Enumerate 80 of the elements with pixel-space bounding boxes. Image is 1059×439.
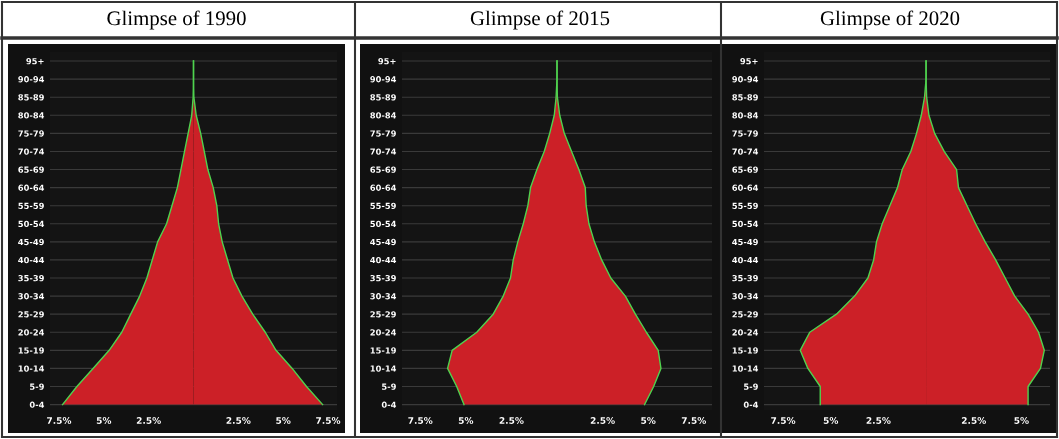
y-tick-label: 0-4: [743, 401, 759, 408]
y-tick-label: 30-34: [370, 293, 397, 300]
y-tick-label: 40-44: [370, 256, 397, 264]
y-tick-label: 55-59: [18, 202, 44, 209]
y-tick-label: 75-79: [18, 130, 44, 137]
chart-title: Glimpse of 2020: [820, 10, 960, 30]
y-tick-label: 5-9: [744, 383, 758, 390]
x-tick-label: 7.5%: [681, 417, 706, 424]
y-tick-label: 35-39: [370, 274, 396, 282]
y-tick-label: 65-69: [370, 166, 396, 173]
chart-title: Glimpse of 1990: [107, 10, 246, 30]
y-tick-label: 75-79: [732, 130, 758, 137]
x-tick-label: 7.5%: [771, 417, 796, 424]
x-tick-label: 5%: [276, 417, 291, 424]
y-tick-label: 65-69: [732, 166, 758, 173]
y-tick-label: 95+: [26, 58, 44, 65]
y-tick-label: 70-74: [732, 148, 759, 155]
x-tick-label: 2.5%: [499, 417, 524, 424]
y-tick-label: 90-94: [18, 76, 45, 83]
y-tick-label: 85-89: [370, 94, 396, 101]
y-tick-label: 10-14: [732, 365, 759, 372]
x-tick-label: 2.5%: [590, 417, 615, 424]
x-tick-label: 2.5%: [226, 417, 251, 424]
y-tick-label: 60-64: [370, 184, 397, 191]
y-tick-label: 50-54: [732, 220, 759, 228]
y-tick-label: 15-19: [18, 347, 44, 354]
x-tick-label: 5%: [458, 417, 474, 424]
y-tick-label: 30-34: [18, 293, 45, 300]
y-tick-label: 45-49: [732, 238, 758, 246]
y-tick-label: 40-44: [732, 256, 759, 264]
y-tick-label: 10-14: [18, 365, 45, 372]
y-tick-label: 15-19: [370, 347, 396, 354]
x-tick-label: 2.5%: [866, 417, 891, 424]
y-tick-label: 25-29: [18, 311, 44, 318]
y-tick-label: 25-29: [732, 311, 758, 318]
y-tick-label: 35-39: [18, 274, 44, 282]
y-tick-label: 50-54: [370, 220, 397, 228]
y-tick-label: 40-44: [18, 256, 45, 264]
y-tick-label: 45-49: [18, 238, 44, 246]
y-tick-label: 80-84: [370, 112, 397, 119]
y-tick-label: 90-94: [370, 76, 397, 83]
y-tick-label: 95+: [378, 58, 396, 65]
y-tick-label: 0-4: [29, 401, 45, 408]
y-tick-label: 20-24: [370, 329, 397, 336]
y-tick-label: 90-94: [732, 76, 759, 83]
chart-title: Glimpse of 2015: [470, 10, 610, 30]
y-tick-label: 50-54: [18, 220, 45, 228]
y-tick-label: 25-29: [370, 311, 396, 318]
y-tick-label: 70-74: [18, 148, 45, 155]
y-tick-label: 35-39: [732, 274, 758, 282]
y-tick-label: 95+: [740, 58, 758, 65]
y-tick-label: 5-9: [382, 383, 396, 390]
y-tick-label: 65-69: [18, 166, 44, 173]
x-tick-label: 5%: [641, 417, 656, 424]
x-tick-label: 2.5%: [136, 417, 161, 424]
y-tick-label: 60-64: [18, 184, 45, 191]
y-tick-label: 70-74: [370, 148, 397, 155]
y-tick-label: 80-84: [732, 112, 759, 119]
x-tick-label: 5%: [96, 417, 112, 424]
y-tick-label: 80-84: [18, 112, 45, 119]
y-tick-label: 30-34: [732, 293, 759, 300]
y-tick-label: 55-59: [732, 202, 758, 209]
y-tick-label: 15-19: [732, 347, 758, 354]
y-tick-label: 45-49: [370, 238, 396, 246]
y-tick-label: 85-89: [732, 94, 758, 101]
y-tick-label: 20-24: [18, 329, 45, 336]
x-tick-label: 5%: [823, 417, 839, 424]
y-tick-label: 0-4: [381, 401, 397, 408]
x-tick-label: 7.5%: [408, 417, 433, 424]
x-tick-label: 5%: [1014, 417, 1029, 424]
y-tick-label: 20-24: [732, 329, 759, 336]
x-tick-label: 7.5%: [47, 417, 72, 424]
y-tick-label: 10-14: [370, 365, 397, 372]
x-tick-label: 7.5%: [316, 417, 341, 424]
y-tick-label: 55-59: [370, 202, 396, 209]
y-tick-label: 85-89: [18, 94, 44, 101]
y-tick-label: 5-9: [30, 383, 44, 390]
y-tick-label: 60-64: [732, 184, 759, 191]
y-tick-label: 75-79: [370, 130, 396, 137]
x-tick-label: 2.5%: [961, 417, 986, 424]
